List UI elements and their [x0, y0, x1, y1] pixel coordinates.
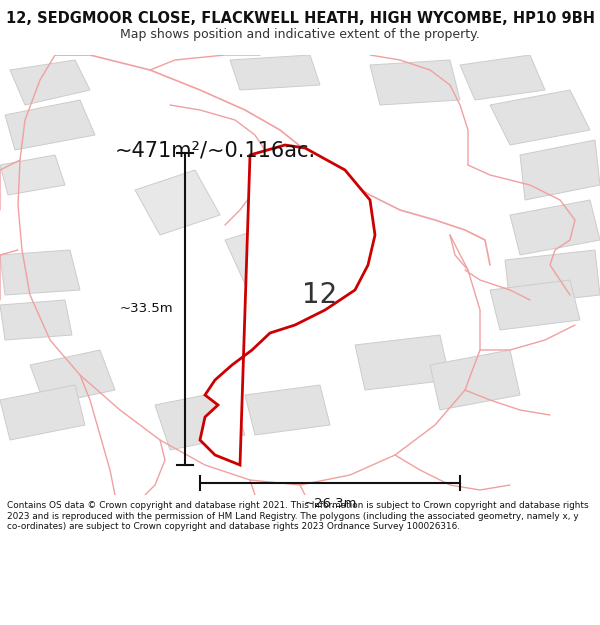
Polygon shape	[0, 300, 72, 340]
Polygon shape	[520, 140, 600, 200]
Polygon shape	[5, 100, 95, 150]
Text: 12: 12	[302, 281, 338, 309]
Polygon shape	[10, 60, 90, 105]
Polygon shape	[155, 390, 245, 450]
Polygon shape	[430, 350, 520, 410]
Polygon shape	[355, 335, 450, 390]
Polygon shape	[200, 145, 375, 465]
Polygon shape	[30, 350, 115, 405]
Polygon shape	[505, 250, 600, 305]
Text: Contains OS data © Crown copyright and database right 2021. This information is : Contains OS data © Crown copyright and d…	[7, 501, 589, 531]
Text: 12, SEDGMOOR CLOSE, FLACKWELL HEATH, HIGH WYCOMBE, HP10 9BH: 12, SEDGMOOR CLOSE, FLACKWELL HEATH, HIG…	[5, 11, 595, 26]
Polygon shape	[490, 90, 590, 145]
Polygon shape	[510, 200, 600, 255]
Polygon shape	[0, 250, 80, 295]
Polygon shape	[490, 280, 580, 330]
Text: ~471m²/~0.116ac.: ~471m²/~0.116ac.	[115, 140, 316, 160]
Polygon shape	[230, 55, 320, 90]
Polygon shape	[460, 55, 545, 100]
Polygon shape	[225, 220, 315, 295]
Text: ~26.3m: ~26.3m	[303, 497, 357, 510]
Polygon shape	[0, 385, 85, 440]
Polygon shape	[245, 385, 330, 435]
Polygon shape	[0, 155, 65, 195]
Text: ~33.5m: ~33.5m	[119, 302, 173, 316]
Text: Map shows position and indicative extent of the property.: Map shows position and indicative extent…	[120, 28, 480, 41]
Text: Sedgmoor Close: Sedgmoor Close	[258, 171, 362, 229]
Polygon shape	[135, 170, 220, 235]
Polygon shape	[370, 60, 460, 105]
